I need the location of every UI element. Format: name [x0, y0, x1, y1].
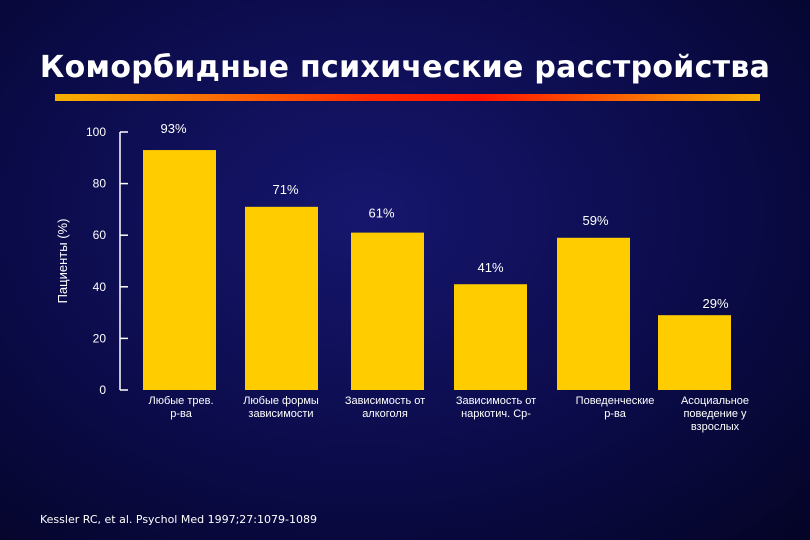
bar-value-label: 59% [582, 213, 608, 228]
bar [557, 237, 630, 390]
y-tick-label: 20 [93, 331, 107, 345]
y-tick-label: 0 [99, 383, 106, 397]
category-label: Любые трев. р-ва [148, 395, 213, 420]
slide-title: Коморбидные психические расстройства [39, 50, 771, 85]
bar-value-label: 61% [368, 206, 394, 221]
category-label-line: р-ва [604, 408, 627, 420]
category-label-line: р-ва [170, 408, 193, 420]
bar-value-label: 29% [702, 296, 728, 311]
bar-value-label: 41% [477, 260, 503, 275]
category-label: Зависимость от наркотич. Ср- [456, 395, 536, 420]
category-label-line: зависимости [248, 408, 313, 420]
category-label-line: взрослых [691, 421, 740, 433]
category-label-line: Асоциальное [681, 395, 749, 407]
category-label-line: поведение у [683, 408, 747, 420]
category-label-line: Зависимость от [456, 395, 536, 407]
category-label-line: алкоголя [362, 408, 408, 420]
category-label: Поведенческие р-ва [576, 395, 655, 420]
category-label-line: наркотич. Ср- [461, 408, 531, 420]
category-label: Асоциальное поведение у взрослых [681, 395, 749, 433]
category-label-line: Любые трев. [148, 395, 213, 407]
bar [658, 315, 731, 390]
y-tick-label: 40 [93, 280, 107, 294]
y-tick-label: 100 [86, 125, 106, 139]
bar [454, 284, 527, 390]
y-tick-label: 80 [93, 177, 107, 191]
category-label-line: Любые формы [243, 395, 319, 407]
citation: Kessler RC, et al. Psychol Med 1997;27:1… [40, 513, 317, 526]
category-label: Зависимость от алкоголя [345, 395, 425, 420]
bar [245, 206, 318, 390]
bar [351, 232, 424, 390]
category-label-line: Поведенческие [576, 395, 655, 407]
bar-value-label: 71% [272, 182, 298, 197]
category-label: Любые формы зависимости [243, 395, 319, 420]
title-underline [55, 94, 760, 101]
bar [143, 150, 216, 390]
bar-value-label: 93% [160, 121, 186, 136]
y-tick-label: 60 [93, 228, 107, 242]
category-label-line: Зависимость от [345, 395, 425, 407]
y-axis-label: Пациенты (%) [55, 219, 70, 304]
